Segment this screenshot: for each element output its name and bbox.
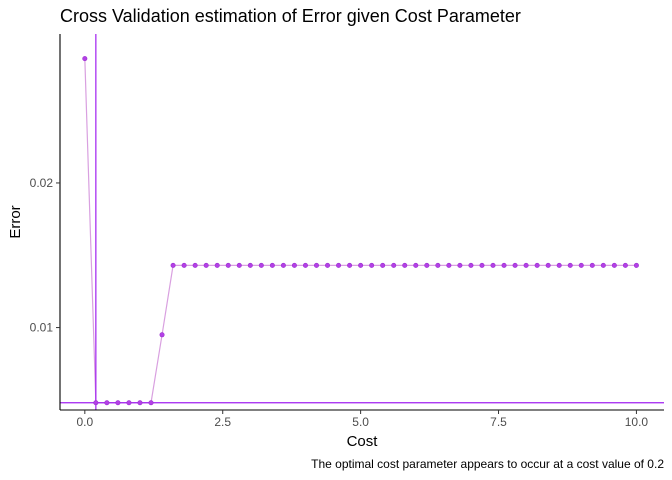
data-point [402, 262, 408, 268]
data-point [556, 262, 562, 268]
x-axis-title: Cost [347, 433, 379, 450]
x-tick-label: 5.0 [352, 415, 369, 429]
data-point [424, 262, 430, 268]
data-point [567, 262, 573, 268]
data-point [104, 400, 110, 406]
data-point [622, 262, 628, 268]
data-point [600, 262, 606, 268]
data-point [512, 262, 518, 268]
x-tick-label: 7.5 [490, 415, 507, 429]
data-point [126, 400, 132, 406]
data-point [247, 262, 253, 268]
y-tick-label: 0.02 [30, 176, 54, 190]
data-point [435, 262, 441, 268]
axes [59, 34, 664, 411]
data-point [479, 262, 485, 268]
y-axis-title: Error [7, 205, 24, 238]
series-line [84, 58, 637, 404]
data-point [258, 262, 264, 268]
data-point [148, 400, 154, 406]
data-point [446, 262, 452, 268]
data-point [490, 262, 496, 268]
data-point [325, 262, 331, 268]
data-point [369, 262, 375, 268]
x-tick-label: 10.0 [625, 415, 649, 429]
data-point [501, 262, 507, 268]
data-point [336, 262, 342, 268]
data-point [589, 262, 595, 268]
data-point [391, 262, 397, 268]
data-point [280, 262, 286, 268]
data-point [302, 262, 308, 268]
data-point [578, 262, 584, 268]
data-point [347, 262, 353, 268]
data-point [181, 262, 187, 268]
data-point [269, 262, 275, 268]
data-point [380, 262, 386, 268]
data-point [291, 262, 297, 268]
data-point [523, 262, 529, 268]
data-point [137, 400, 143, 406]
x-tick-label: 2.5 [214, 415, 231, 429]
y-tick-label: 0.01 [30, 321, 54, 335]
data-point [633, 262, 639, 268]
data-point [413, 262, 419, 268]
data-point [159, 332, 165, 338]
data-point [611, 262, 617, 268]
data-point [82, 56, 88, 62]
data-point [170, 262, 176, 268]
data-point [203, 262, 209, 268]
data-point [457, 262, 463, 268]
data-point [313, 262, 319, 268]
data-point [236, 262, 242, 268]
plot-area [60, 34, 664, 410]
chart-caption: The optimal cost parameter appears to oc… [311, 457, 664, 471]
data-point [192, 262, 198, 268]
data-point [534, 262, 540, 268]
data-point [115, 400, 121, 406]
data-point [214, 262, 220, 268]
ticks: 0.0 2.5 5.0 7.5 10.0 0.01 0.02 [30, 176, 649, 429]
data-point [468, 262, 474, 268]
chart-title: Cross Validation estimation of Error giv… [60, 6, 521, 26]
data-point [225, 262, 231, 268]
data-point [93, 400, 99, 406]
data-point [545, 262, 551, 268]
x-tick-label: 0.0 [76, 415, 93, 429]
data-point [358, 262, 364, 268]
